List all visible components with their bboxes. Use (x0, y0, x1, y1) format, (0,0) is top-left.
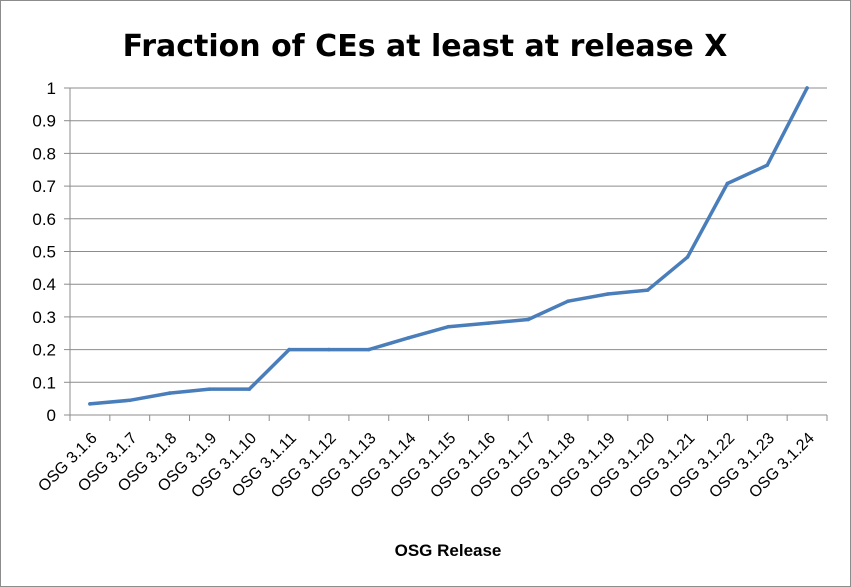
data-point (127, 398, 132, 403)
data-point (486, 321, 491, 325)
gridlines (70, 87, 827, 416)
data-point (805, 86, 809, 90)
y-axis: 0 0.1 0.2 0.3 0.4 0.5 0.6 0.7 0.8 0.9 1 (32, 79, 71, 425)
x-axis-title: OSG Release (395, 541, 502, 560)
series-layer (88, 86, 809, 406)
y-tick-label: 0.9 (32, 112, 56, 131)
data-point (406, 336, 411, 340)
y-tick-label: 0.4 (32, 275, 56, 294)
y-tick-label: 0.1 (32, 373, 56, 392)
y-tick-label: 0.5 (32, 243, 56, 262)
y-tick-label: 0.2 (32, 341, 56, 360)
data-point (167, 391, 172, 395)
data-point (685, 255, 690, 259)
data-point (446, 324, 451, 329)
y-tick-label: 1 (47, 79, 56, 98)
y-tick-label: 0 (47, 406, 56, 425)
data-point (765, 163, 770, 167)
data-point (606, 292, 610, 296)
data-point (327, 347, 331, 352)
chart-title: Fraction of CEs at least at release X (123, 29, 728, 64)
y-tick-label: 0.6 (32, 210, 56, 229)
data-point (645, 288, 650, 292)
data-point (207, 387, 212, 391)
data-point (88, 402, 92, 406)
y-tick-label: 0.7 (32, 177, 56, 196)
data-point (725, 181, 730, 186)
data-point (526, 317, 530, 322)
y-tick-label: 0.3 (32, 308, 56, 327)
data-point (566, 299, 570, 304)
data-point (367, 347, 371, 352)
y-tick-label: 0.8 (32, 144, 56, 163)
data-point (247, 387, 252, 391)
data-point (287, 347, 291, 352)
series-line (88, 86, 809, 406)
